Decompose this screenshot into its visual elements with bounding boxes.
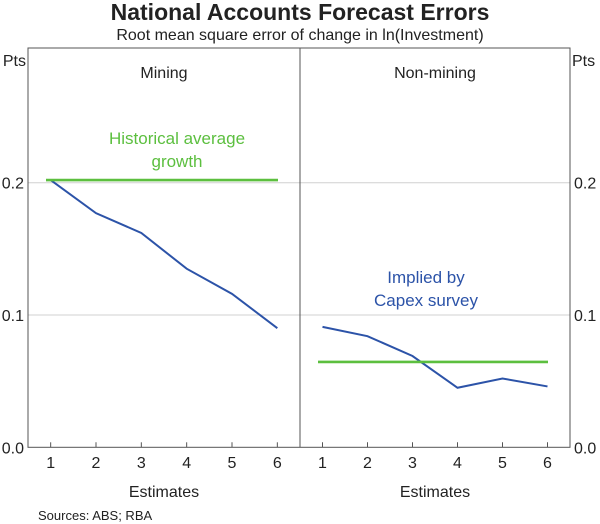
x-axis-label: Estimates <box>400 484 470 501</box>
chart-title: National Accounts Forecast Errors <box>111 0 490 25</box>
x-tick-label: 5 <box>498 455 507 472</box>
x-tick-label: 4 <box>453 455 462 472</box>
annotation-historical: Historical average <box>109 129 245 148</box>
x-tick-label: 4 <box>182 455 191 472</box>
x-axis-label: Estimates <box>129 484 199 501</box>
x-tick-label: 2 <box>363 455 372 472</box>
chart-subtitle: Root mean square error of change in ln(I… <box>116 27 483 44</box>
y-axis-unit-left: Pts <box>3 53 26 70</box>
annotation-capex: Implied by <box>387 268 465 287</box>
x-tick-label: 2 <box>92 455 101 472</box>
x-tick-label: 6 <box>543 455 552 472</box>
plot-frame <box>27 47 571 448</box>
y-tick-label-right: 0.0 <box>574 440 596 457</box>
annotation-capex: Capex survey <box>374 291 478 310</box>
x-tick-label: 1 <box>46 455 55 472</box>
x-tick-label: 5 <box>228 455 237 472</box>
x-tick-label: 6 <box>273 455 282 472</box>
y-axis-unit-right: Pts <box>572 53 595 70</box>
panel-title: Non-mining <box>394 65 476 82</box>
source-note: Sources: ABS; RBA <box>38 508 152 523</box>
series-line-capex <box>50 179 278 330</box>
series-line-capex <box>322 325 548 389</box>
y-tick-label-left: 0.0 <box>2 440 24 457</box>
y-tick-label-left: 0.1 <box>2 308 24 325</box>
panel-title: Mining <box>140 65 187 82</box>
annotation-historical: growth <box>151 152 202 171</box>
x-tick-label: 1 <box>318 455 327 472</box>
y-tick-label-right: 0.1 <box>574 308 596 325</box>
x-tick-label: 3 <box>408 455 417 472</box>
y-tick-label-right: 0.2 <box>574 176 596 193</box>
x-tick-label: 3 <box>137 455 146 472</box>
y-tick-label-left: 0.2 <box>2 176 24 193</box>
